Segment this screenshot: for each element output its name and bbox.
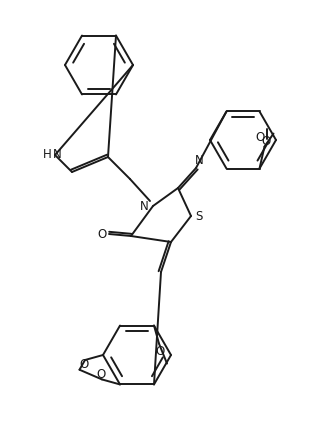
Text: N: N [140,201,148,213]
Text: O: O [262,135,271,148]
Text: O: O [155,345,165,358]
Text: O: O [96,368,105,381]
Text: O: O [256,131,265,144]
Text: S: S [195,210,203,224]
Text: N: N [53,147,61,161]
Text: N: N [195,154,203,168]
Text: O: O [97,228,107,240]
Text: O: O [80,359,89,371]
Text: H: H [43,149,51,161]
